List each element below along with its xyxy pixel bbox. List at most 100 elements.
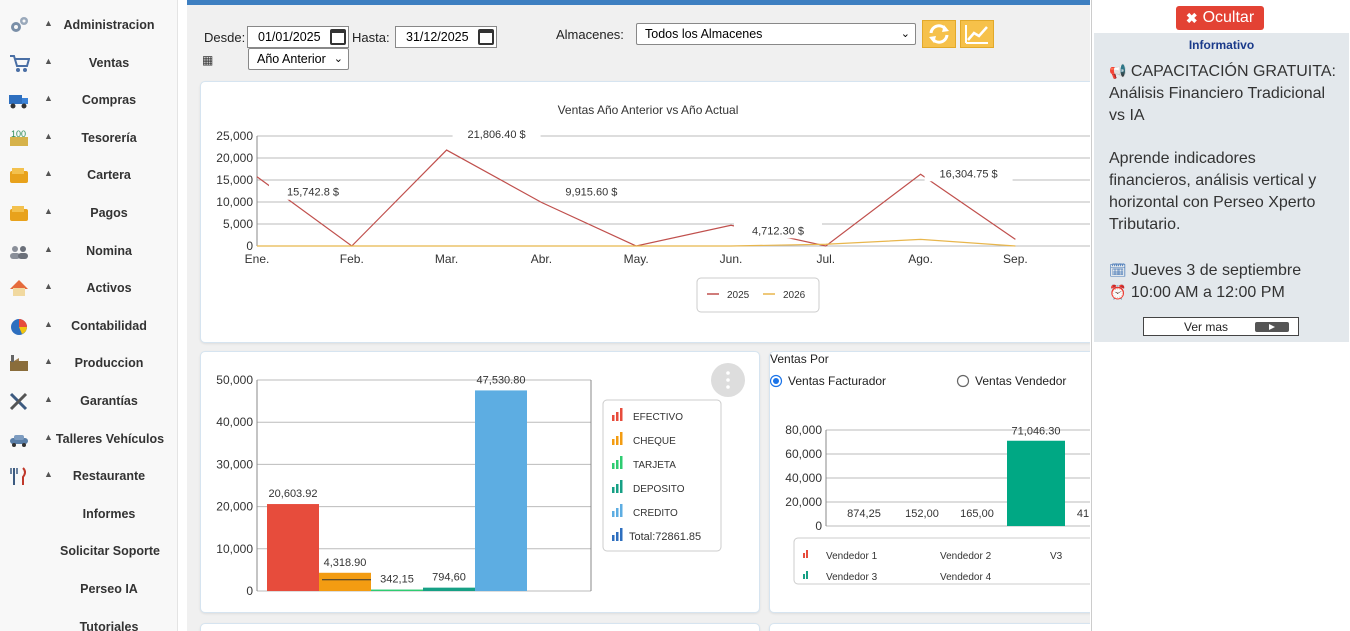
bar-credito[interactable] (475, 390, 527, 591)
legend-bars-icon (612, 456, 623, 469)
caret-up-icon: ▲ (44, 394, 53, 404)
bar-value-label: 47,530.80 (477, 374, 526, 386)
sidebar-item-produccion[interactable]: ▲ Produccion (0, 348, 178, 378)
bottom-card-left (200, 623, 760, 631)
almacenes-select[interactable]: Todos los Almacenes ⌄ (636, 23, 916, 45)
informative-panel: ✖ Ocultar Informativo 📢 CAPACITACIÓN GRA… (1091, 0, 1350, 631)
sidebar-item-talleres-vehiculos[interactable]: ▲ Talleres Vehículos (0, 424, 178, 454)
hasta-label: Hasta: (352, 30, 390, 45)
calendar-icon[interactable] (330, 29, 346, 45)
bar-tarjeta[interactable] (371, 589, 423, 591)
sidebar-item-activos[interactable]: ▲ Activos (0, 273, 178, 303)
payment-methods-bar-chart: 50,000 40,000 30,000 20,000 10,000 0 20,603.92… (216, 363, 745, 598)
legend-bars-icon (803, 571, 808, 579)
sidebar-item-nomina[interactable]: ▲ Nomina (0, 236, 178, 266)
trend-chart-button[interactable] (960, 20, 994, 48)
svg-text:100: 100 (11, 129, 26, 139)
sidebar-item-contabilidad[interactable]: ▲ Contabilidad (0, 311, 178, 341)
sidebar-item-label: Perseo IA (80, 582, 138, 596)
truck-icon (9, 95, 28, 109)
sidebar-item-label: Ventas (88, 55, 130, 70)
bar-cheque[interactable] (319, 572, 371, 591)
radio-ventas-facturador[interactable] (769, 374, 783, 388)
ventas-por-bar-chart: Ventas Por Ventas Facturador Ventas Vended… (769, 352, 1090, 585)
vendor-legend (793, 537, 1090, 585)
sidebar-item-label: Tesorería (81, 130, 137, 145)
bar-value-label: 152,00 (905, 508, 939, 520)
info-time-text: 10:00 AM a 12:00 PM (1130, 284, 1285, 301)
legend-label: CHEQUE (633, 436, 676, 447)
y-tick-label: 10,000 (216, 195, 253, 209)
sidebar-item-restaurante[interactable]: ▲ Restaurante (0, 461, 178, 491)
bar-efectivo[interactable] (267, 504, 319, 591)
sidebar-item-garantias[interactable]: ▲ Garantías (0, 386, 178, 416)
sidebar-item-perseo-ia[interactable]: Perseo IA (0, 574, 178, 604)
factory-icon (10, 355, 28, 372)
refresh-button[interactable] (922, 20, 956, 48)
bar-deposito[interactable] (423, 587, 475, 591)
sidebar-item-administracion[interactable]: ▲ Administracion (0, 10, 178, 40)
sidebar-item-label: Tutoriales (79, 619, 139, 631)
calendar-icon[interactable] (478, 29, 494, 45)
calendar-icon: 🗓 (1109, 262, 1127, 278)
sidebar-item-tesoreria[interactable]: 100 ▲ Tesorería (0, 123, 178, 153)
caret-up-icon: ▲ (44, 469, 53, 480)
series-line-2025 (256, 149, 1016, 247)
sidebar-item-informes[interactable]: Informes (0, 499, 178, 529)
money-icon: 100 (10, 129, 28, 146)
comparison-select[interactable]: Año Anterior ⌄ (248, 48, 349, 70)
y-tick-label: 20,000 (785, 495, 822, 509)
bar-value-label: 794,60 (432, 572, 466, 584)
data-label: 9,915.60 $ (565, 186, 617, 198)
almacenes-label: Almacenes: (556, 27, 624, 42)
legend-label: EFECTIVO (633, 412, 683, 423)
x-tick-label: May. (624, 252, 649, 266)
table-view-icon[interactable]: ▦ (202, 53, 214, 67)
bar-value-label: 41 (1077, 508, 1089, 520)
payment-methods-card: 50,000 40,000 30,000 20,000 10,000 0 20,603.92… (200, 351, 760, 613)
dashboard-main: Desde: 01/01/2025 Hasta: 31/12/2025 Alma… (187, 5, 1090, 631)
data-label: 15,742.8 $ (287, 187, 339, 199)
x-tick-label: Ago. (908, 252, 933, 266)
data-label-bg (269, 182, 357, 200)
ver-mas-button[interactable]: Ver mas (1143, 317, 1299, 336)
hasta-date-value: 31/12/2025 (406, 30, 469, 44)
caret-up-icon: ▲ (44, 318, 53, 329)
desde-date-input[interactable]: 01/01/2025 (247, 26, 349, 48)
trend-line-icon (965, 25, 988, 44)
caret-up-icon: ▲ (44, 168, 53, 179)
info-headline-text: CAPACITACIÓN GRATUITA: Análisis Financie… (1109, 63, 1336, 124)
caret-up-icon: ▲ (44, 356, 53, 367)
info-time: ⏰ 10:00 AM a 12:00 PM (1109, 281, 1341, 304)
sidebar-item-pagos[interactable]: ▲ Pagos (0, 198, 178, 228)
informative-title: Informativo (1188, 38, 1255, 52)
bar-value-label: 20,603.92 (269, 488, 318, 500)
sidebar-item-cartera[interactable]: ▲ Cartera (0, 160, 178, 190)
y-tick-label: 15,000 (216, 173, 253, 187)
line-legend (696, 277, 820, 313)
legend-label: Vendedor 2 (940, 551, 992, 562)
ocultar-button[interactable]: ✖ Ocultar (1176, 6, 1264, 30)
cart-icon (10, 54, 30, 72)
bar-value-label: 165,00 (960, 508, 994, 520)
data-label: 4,712.30 $ (752, 225, 804, 237)
radio-label: Ventas Vendedor (975, 374, 1066, 388)
radio-ventas-vendedor[interactable] (956, 374, 970, 388)
sidebar-item-label: Pagos (90, 206, 128, 220)
chevron-down-icon: ⌄ (900, 28, 910, 40)
sidebar-item-label: Restaurante (72, 469, 146, 484)
legend-label: CREDITO (633, 508, 678, 519)
y-tick-label: 0 (246, 239, 253, 253)
bar-vendor[interactable] (1007, 440, 1065, 526)
sidebar-item-ventas[interactable]: ▲ Ventas (0, 48, 178, 78)
sidebar-item-solicitar-soporte[interactable]: Solicitar Soporte (0, 536, 178, 566)
bar-value-label: 71,046.30 (1012, 426, 1061, 438)
info-body: Aprende indicadores financieros, análisi… (1109, 150, 1317, 233)
chart-menu-icon[interactable] (711, 363, 745, 397)
sidebar-item-compras[interactable]: ▲ Compras (0, 85, 178, 115)
sidebar-item-tutoriales[interactable]: Tutoriales (0, 612, 178, 631)
x-tick-label: Jun. (720, 252, 743, 266)
video-play-icon (1255, 322, 1289, 332)
hasta-date-input[interactable]: 31/12/2025 (395, 26, 497, 48)
desde-label: Desde: (204, 30, 246, 45)
